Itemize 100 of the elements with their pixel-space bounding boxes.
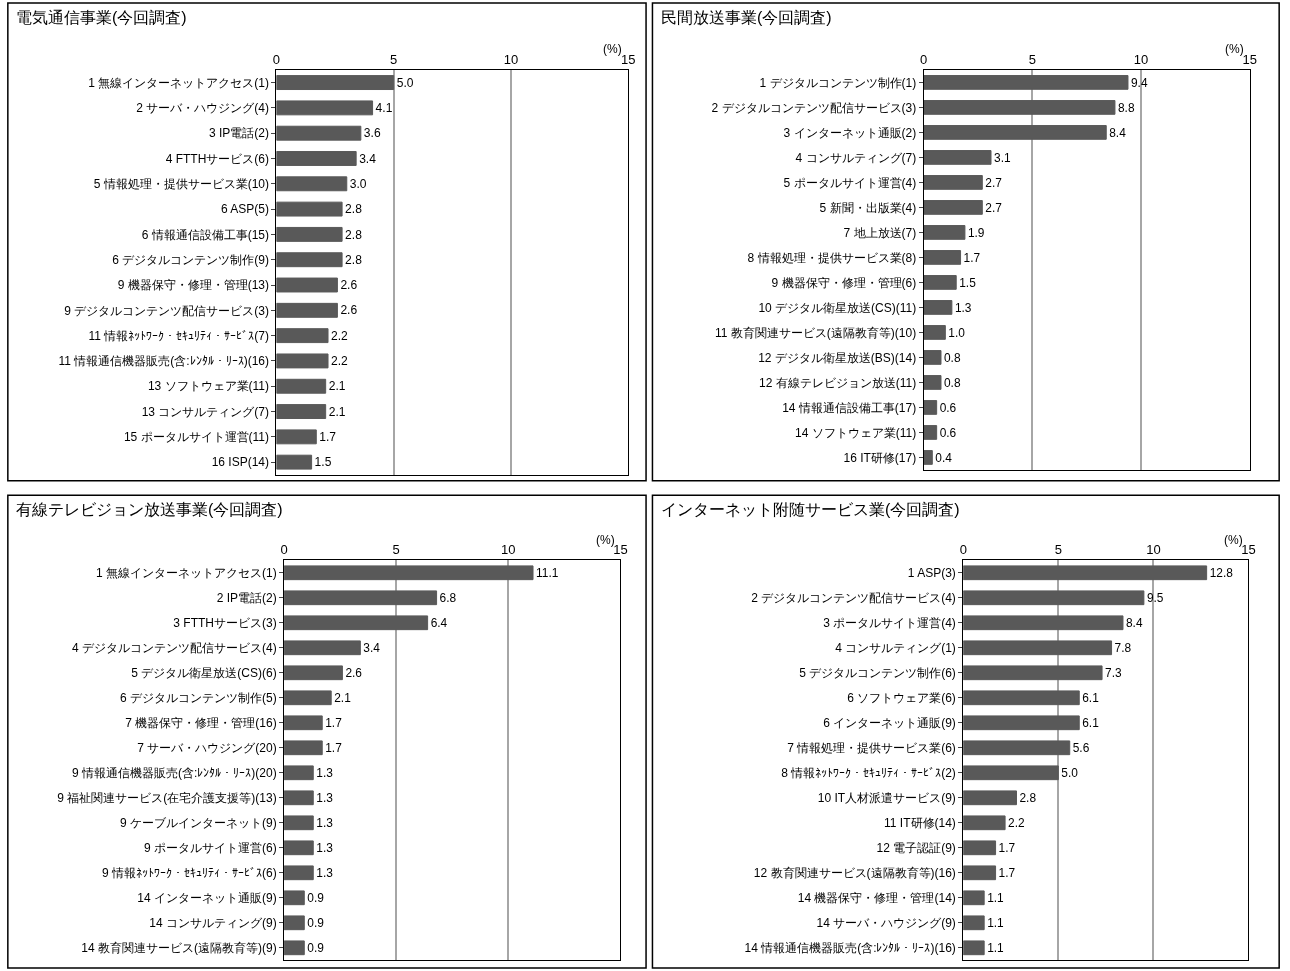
data-label: 1.3 [316,865,334,880]
bar [276,176,348,192]
data-label: 2.2 [1008,815,1026,830]
bar [923,225,966,240]
bar [963,915,985,931]
y-tick-label: 9 ポータルサイト運営(6) [144,841,277,856]
y-tick-label: 9 機器保守・修理・管理(13) [117,278,270,293]
bar [963,590,1145,606]
x-tick-label: 15 [1241,542,1256,558]
y-tick-label: 9 情報ﾈｯﾄﾜｰｸ・ｾｷｭﾘﾃｨ・ｻｰﾋﾞｽ(6) [102,866,277,881]
bar [923,450,933,465]
bar [284,890,305,906]
bar [284,665,343,681]
y-tick-label: 5 新聞・出版業(4) [819,200,917,215]
data-label: 1.3 [316,790,334,805]
data-label: 1.0 [948,325,966,340]
data-label: 2.6 [345,665,363,680]
bar [963,790,1017,806]
bar [284,740,323,756]
bar [963,615,1124,631]
bar [284,790,314,806]
bar [923,400,938,415]
bar [923,350,942,365]
bar [923,100,1116,115]
data-label: 1.7 [325,715,343,730]
x-tick-label: 10 [1133,51,1149,67]
data-label: 8.4 [1125,615,1143,630]
bar [284,840,314,856]
y-tick-label: 2 デジタルコンテンツ配信サービス(4) [751,590,956,605]
x-tick-label: 0 [280,542,288,558]
y-tick-label: 16 ISP(14) [211,455,270,470]
y-tick-label: 7 機器保守・修理・管理(16) [125,715,277,730]
bar [923,375,942,390]
text: 民間放送事業(今回調査) [661,9,832,26]
y-tick-label: 6 ASP(5) [221,202,270,217]
y-tick-label: 12 デジタル衛星放送(BS)(14) [758,350,917,365]
bar [923,75,1129,90]
data-label: 0.9 [307,940,325,955]
y-tick-label: 2 サーバ・ハウジング(4) [136,101,270,116]
y-tick-label: 6 情報通信設備工事(15) [141,227,270,242]
data-label: 12.8 [1209,565,1234,580]
y-tick-label: 5 デジタル衛星放送(CS)(6) [131,665,277,680]
bar [963,765,1059,781]
bar [923,275,957,290]
bar [923,300,953,315]
data-label: 4.1 [375,101,393,116]
data-label: 7.3 [1105,665,1122,680]
y-tick-label: 3 ポータルサイト運営(4) [823,615,956,630]
data-label: 2.7 [985,200,1003,215]
y-tick-label: 6 インターネット通販(9) [823,715,956,730]
y-tick-label: 7 情報処理・提供サービス業(6) [787,740,956,755]
bar [276,252,343,268]
data-label: 3.0 [349,176,367,191]
bar [963,940,985,956]
data-label: 1.3 [316,840,334,855]
bar [284,815,314,831]
y-tick-label: 1 ASP(3) [907,565,956,580]
x-tick-label: 0 [959,542,967,558]
bar [963,690,1080,706]
y-tick-label: 7 サーバ・ハウジング(20) [137,740,277,755]
bar [963,865,997,881]
y-tick-label: 11 IT研修(14) [884,816,956,830]
bar [963,665,1103,681]
bar [284,715,323,731]
y-tick-label: 3 IP電話(2) [209,126,270,141]
bar [963,815,1006,831]
data-label: 1.5 [959,275,977,290]
y-tick-label: 5 情報処理・提供サービス業(10) [93,176,270,191]
x-axis-title: (%) [1224,533,1243,547]
data-label: 2.8 [345,227,363,242]
y-tick-label: 14 情報通信設備工事(17) [782,400,917,415]
bar [276,226,343,242]
bar [963,840,997,856]
bar [276,201,343,217]
data-label: 9.4 [1130,75,1148,90]
y-tick-label: 14 サーバ・ハウジング(9) [816,916,956,931]
data-label: 1.7 [325,740,343,755]
y-tick-label: 9 情報通信機器販売(含:ﾚﾝﾀﾙ・ﾘｰｽ)(20) [72,766,277,780]
data-label: 2.8 [1019,790,1037,805]
data-label: 3.6 [363,126,381,141]
data-label: 1.7 [319,430,337,445]
y-tick-label: 14 ソフトウェア業(11) [795,425,917,440]
bar [276,454,313,470]
bar [963,890,985,906]
x-tick-label: 15 [1242,51,1257,67]
data-label: 3.4 [359,151,377,166]
data-label: 6.8 [439,590,457,605]
data-label: 0.8 [944,375,961,390]
data-label: 2.8 [345,252,363,267]
y-tick-label: 15 ポータルサイト運営(11) [123,430,270,445]
data-label: 5.0 [1061,765,1079,780]
y-tick-label: 12 電子認証(9) [876,841,956,856]
bar [276,302,338,318]
text: 電気通信事業(今回調査) [16,9,187,26]
x-tick-label: 15 [620,51,636,67]
y-tick-label: 2 デジタルコンテンツ配信サービス(3) [711,100,917,115]
x-tick-label: 0 [272,51,281,67]
bar [276,75,395,91]
bar [276,429,317,445]
y-tick-label: 1 デジタルコンテンツ制作(1) [759,75,917,90]
